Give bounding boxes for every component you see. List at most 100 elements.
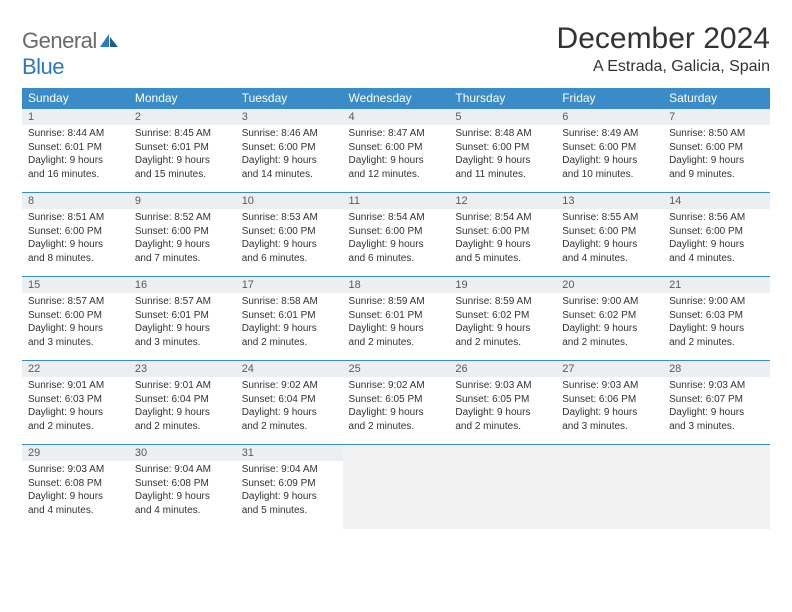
calendar-cell: 5Sunrise: 8:48 AMSunset: 6:00 PMDaylight… [449, 109, 556, 193]
day-number: 29 [22, 445, 129, 461]
sunset-text: Sunset: 6:01 PM [28, 141, 123, 155]
sunset-text: Sunset: 6:00 PM [455, 225, 550, 239]
day1-text: Daylight: 9 hours [242, 490, 337, 504]
calendar-row: 1Sunrise: 8:44 AMSunset: 6:01 PMDaylight… [22, 109, 770, 193]
cell-body: Sunrise: 8:59 AMSunset: 6:01 PMDaylight:… [343, 293, 450, 353]
day2-text: and 4 minutes. [669, 252, 764, 266]
day1-text: Daylight: 9 hours [28, 406, 123, 420]
cell-body: Sunrise: 9:01 AMSunset: 6:04 PMDaylight:… [129, 377, 236, 437]
day1-text: Daylight: 9 hours [455, 406, 550, 420]
sunrise-text: Sunrise: 8:45 AM [135, 127, 230, 141]
day2-text: and 11 minutes. [455, 168, 550, 182]
day2-text: and 2 minutes. [135, 420, 230, 434]
day-number: 16 [129, 277, 236, 293]
day-number: 3 [236, 109, 343, 125]
calendar-cell: 27Sunrise: 9:03 AMSunset: 6:06 PMDayligh… [556, 361, 663, 445]
day2-text: and 12 minutes. [349, 168, 444, 182]
day2-text: and 2 minutes. [242, 336, 337, 350]
cell-body: Sunrise: 8:44 AMSunset: 6:01 PMDaylight:… [22, 125, 129, 185]
sunset-text: Sunset: 6:05 PM [455, 393, 550, 407]
calendar-cell: 28Sunrise: 9:03 AMSunset: 6:07 PMDayligh… [663, 361, 770, 445]
sunrise-text: Sunrise: 8:58 AM [242, 295, 337, 309]
day-number: 24 [236, 361, 343, 377]
sunset-text: Sunset: 6:07 PM [669, 393, 764, 407]
day1-text: Daylight: 9 hours [455, 154, 550, 168]
sunrise-text: Sunrise: 8:59 AM [455, 295, 550, 309]
day1-text: Daylight: 9 hours [135, 154, 230, 168]
calendar-row: 22Sunrise: 9:01 AMSunset: 6:03 PMDayligh… [22, 361, 770, 445]
day-number: 18 [343, 277, 450, 293]
day1-text: Daylight: 9 hours [28, 238, 123, 252]
day-number: 19 [449, 277, 556, 293]
day-number: 1 [22, 109, 129, 125]
day1-text: Daylight: 9 hours [562, 322, 657, 336]
brand-text: General Blue [22, 28, 119, 80]
sunrise-text: Sunrise: 8:56 AM [669, 211, 764, 225]
cell-body: Sunrise: 9:00 AMSunset: 6:03 PMDaylight:… [663, 293, 770, 353]
sunrise-text: Sunrise: 8:57 AM [135, 295, 230, 309]
day-header: Saturday [663, 88, 770, 109]
sunrise-text: Sunrise: 8:53 AM [242, 211, 337, 225]
day1-text: Daylight: 9 hours [669, 406, 764, 420]
calendar-cell: 6Sunrise: 8:49 AMSunset: 6:00 PMDaylight… [556, 109, 663, 193]
cell-body: Sunrise: 8:49 AMSunset: 6:00 PMDaylight:… [556, 125, 663, 185]
day-number: 25 [343, 361, 450, 377]
day2-text: and 2 minutes. [242, 420, 337, 434]
calendar-cell: 31Sunrise: 9:04 AMSunset: 6:09 PMDayligh… [236, 445, 343, 529]
day-number: 10 [236, 193, 343, 209]
sunset-text: Sunset: 6:01 PM [135, 141, 230, 155]
calendar-cell: 19Sunrise: 8:59 AMSunset: 6:02 PMDayligh… [449, 277, 556, 361]
day-number: 11 [343, 193, 450, 209]
sunrise-text: Sunrise: 9:04 AM [242, 463, 337, 477]
month-title: December 2024 [557, 22, 770, 56]
sunrise-text: Sunrise: 9:03 AM [455, 379, 550, 393]
sunset-text: Sunset: 6:02 PM [455, 309, 550, 323]
day-number: 5 [449, 109, 556, 125]
cell-body: Sunrise: 8:46 AMSunset: 6:00 PMDaylight:… [236, 125, 343, 185]
sunrise-text: Sunrise: 9:04 AM [135, 463, 230, 477]
day-number: 27 [556, 361, 663, 377]
page-header: General Blue December 2024 A Estrada, Ga… [22, 22, 770, 80]
day-number: 21 [663, 277, 770, 293]
cell-body: Sunrise: 9:03 AMSunset: 6:06 PMDaylight:… [556, 377, 663, 437]
day-number: 14 [663, 193, 770, 209]
day1-text: Daylight: 9 hours [28, 490, 123, 504]
day2-text: and 3 minutes. [28, 336, 123, 350]
cell-body: Sunrise: 8:47 AMSunset: 6:00 PMDaylight:… [343, 125, 450, 185]
cell-body: Sunrise: 8:57 AMSunset: 6:00 PMDaylight:… [22, 293, 129, 353]
day-number: 9 [129, 193, 236, 209]
cell-body: Sunrise: 9:02 AMSunset: 6:05 PMDaylight:… [343, 377, 450, 437]
location-text: A Estrada, Galicia, Spain [557, 58, 770, 76]
day-number: 6 [556, 109, 663, 125]
day1-text: Daylight: 9 hours [135, 490, 230, 504]
day2-text: and 5 minutes. [242, 504, 337, 518]
sunset-text: Sunset: 6:00 PM [669, 141, 764, 155]
day-number: 12 [449, 193, 556, 209]
day1-text: Daylight: 9 hours [135, 322, 230, 336]
day2-text: and 3 minutes. [135, 336, 230, 350]
sunrise-text: Sunrise: 8:51 AM [28, 211, 123, 225]
calendar-cell: 15Sunrise: 8:57 AMSunset: 6:00 PMDayligh… [22, 277, 129, 361]
sunset-text: Sunset: 6:03 PM [28, 393, 123, 407]
calendar-cell: 25Sunrise: 9:02 AMSunset: 6:05 PMDayligh… [343, 361, 450, 445]
calendar-cell [343, 445, 450, 529]
cell-body: Sunrise: 8:54 AMSunset: 6:00 PMDaylight:… [449, 209, 556, 269]
sunset-text: Sunset: 6:00 PM [242, 141, 337, 155]
day2-text: and 10 minutes. [562, 168, 657, 182]
cell-body: Sunrise: 8:55 AMSunset: 6:00 PMDaylight:… [556, 209, 663, 269]
sunrise-text: Sunrise: 9:01 AM [28, 379, 123, 393]
day2-text: and 2 minutes. [349, 420, 444, 434]
day2-text: and 2 minutes. [349, 336, 444, 350]
day2-text: and 3 minutes. [669, 420, 764, 434]
calendar-cell: 16Sunrise: 8:57 AMSunset: 6:01 PMDayligh… [129, 277, 236, 361]
day1-text: Daylight: 9 hours [455, 322, 550, 336]
calendar-cell: 2Sunrise: 8:45 AMSunset: 6:01 PMDaylight… [129, 109, 236, 193]
day-number: 28 [663, 361, 770, 377]
day2-text: and 9 minutes. [669, 168, 764, 182]
day-header: Tuesday [236, 88, 343, 109]
cell-body: Sunrise: 8:59 AMSunset: 6:02 PMDaylight:… [449, 293, 556, 353]
sunset-text: Sunset: 6:08 PM [135, 477, 230, 491]
sunset-text: Sunset: 6:03 PM [669, 309, 764, 323]
cell-body: Sunrise: 8:52 AMSunset: 6:00 PMDaylight:… [129, 209, 236, 269]
day-number: 26 [449, 361, 556, 377]
